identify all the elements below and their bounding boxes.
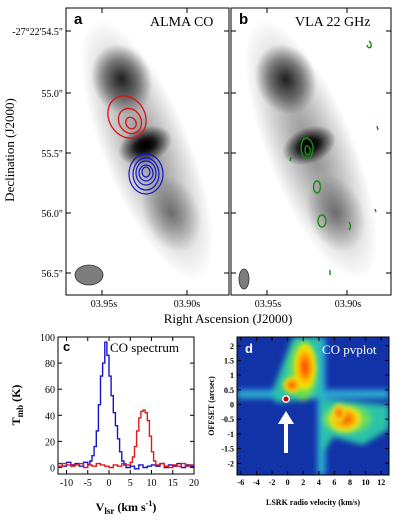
panel-c-frame (57, 336, 195, 475)
panel-b: b VLA 22 GHz 03.95s 03.90s (230, 7, 392, 310)
xlabel-unit: (km s (117, 500, 146, 514)
xlabel-close: ) (152, 500, 156, 514)
x-tick-label: 03.95s (91, 299, 118, 310)
panel-d: -6 -4 -2 0 2 4 6 8 10 12 2 1.5 1 0.5 0 -0.5 -1 -1.5 -2 d C… (207, 336, 390, 507)
panel-a-letter: a (74, 11, 83, 28)
panel-b-ticks (231, 8, 391, 295)
x-tick-label: 12 (377, 478, 385, 487)
xlabel-sub: lsr (104, 506, 114, 516)
y-tick-label: 1 (230, 371, 234, 380)
red-spectrum-line (58, 409, 194, 469)
pv-image (237, 337, 389, 475)
ylabel-unit: (K) (9, 385, 23, 402)
red-contours (107, 95, 147, 139)
x-tick-label: 20 (189, 478, 199, 489)
y-tick-label: -2 (227, 459, 234, 468)
panel-a: a ALMA CO -27°22'54.5" 55.0" 55.5" 56.0"… (12, 7, 230, 310)
peak-marker (282, 395, 290, 403)
y-tick-label: 0.5 (224, 386, 234, 395)
ylabel-t: T (9, 417, 23, 425)
panel-c-letter: c (63, 339, 70, 354)
y-tick-label: 20 (45, 437, 55, 448)
x-tick-label: 8 (348, 478, 352, 487)
y-tick-label: 40 (45, 411, 55, 422)
x-tick-label: 03.95s (255, 299, 282, 310)
y-tick-label: 80 (45, 359, 55, 370)
x-tick-label: -2 (269, 478, 276, 487)
panel-c-xlabel: Vlsr (km s-1) (96, 499, 157, 516)
arrow-icon (278, 411, 294, 453)
y-axis-label-declination: Declination (J2000) (2, 98, 17, 202)
panel-c-lines (58, 341, 195, 470)
x-tick-label: 10 (362, 478, 370, 487)
x-tick-label: 03.90s (174, 299, 201, 310)
x-tick-label: 6 (332, 478, 336, 487)
y-tick-label: -1 (227, 430, 234, 439)
y-tick-label: 100 (40, 333, 55, 344)
ylabel-sub: mb (15, 405, 25, 418)
x-axis-label-right-ascension: Right Ascension (J2000) (164, 311, 293, 326)
x-tick-label: 4 (317, 478, 321, 487)
y-tick-label: -1.5 (221, 445, 234, 454)
y-tick-label: -0.5 (221, 415, 234, 424)
y-tick-label: 56.0" (41, 209, 63, 220)
x-tick-label: 0 (286, 478, 290, 487)
y-tick-label: 55.0" (41, 89, 63, 100)
y-tick-label: 2 (230, 342, 234, 351)
x-tick-label: -5 (84, 478, 92, 489)
panel-d-axes: -6 -4 -2 0 2 4 6 8 10 12 2 1.5 1 0.5 0 -0.5 -1 -1.5 -2 (221, 337, 389, 487)
x-tick-label: 15 (168, 478, 178, 489)
y-tick-label: 55.5" (41, 149, 63, 160)
panel-d-xlabel: LSRK radio velocity (km/s) (266, 498, 360, 507)
x-tick-label: 2 (301, 478, 305, 487)
panel-d-letter: d (245, 341, 253, 356)
panel-c-axes: -10 -5 0 5 10 15 20 0 20 40 60 80 100 (40, 333, 199, 489)
panel-c-ylabel: Tmb (K) (9, 385, 25, 426)
x-tick-label: 0 (107, 478, 112, 489)
panel-a-ticks (66, 8, 229, 295)
panel-a-title: ALMA CO (150, 15, 213, 30)
panel-b-letter: b (239, 11, 248, 28)
x-tick-label: 03.90s (335, 299, 362, 310)
panel-b-title: VLA 22 GHz (295, 15, 370, 30)
blue-contours (128, 153, 164, 195)
xlabel-v: V (96, 500, 105, 514)
blue-spectrum-line (58, 341, 195, 470)
y-tick-label: 1.5 (224, 356, 234, 365)
x-tick-label: -4 (253, 478, 260, 487)
panel-d-ylabel: OFFSET (arcsec) (207, 376, 216, 436)
panel-d-title: CO pvplot (322, 342, 377, 357)
panel-a-grayscale-image (80, 19, 214, 281)
x-tick-label: 10 (147, 478, 157, 489)
y-tick-label: 60 (45, 385, 55, 396)
y-tick-label: -27°22'54.5" (12, 27, 63, 38)
beam-ellipse (74, 264, 104, 286)
x-tick-label: 5 (128, 478, 133, 489)
y-tick-label: 0 (230, 401, 234, 410)
y-tick-label: 56.5" (41, 269, 63, 280)
green-contours (289, 40, 379, 275)
panel-c-title: CO spectrum (110, 340, 179, 355)
x-tick-label: -10 (60, 478, 73, 489)
beam-ellipse (238, 268, 250, 290)
xlabel-sup: -1 (146, 499, 153, 508)
x-tick-label: -6 (238, 478, 245, 487)
y-tick-label: 0 (50, 463, 55, 474)
